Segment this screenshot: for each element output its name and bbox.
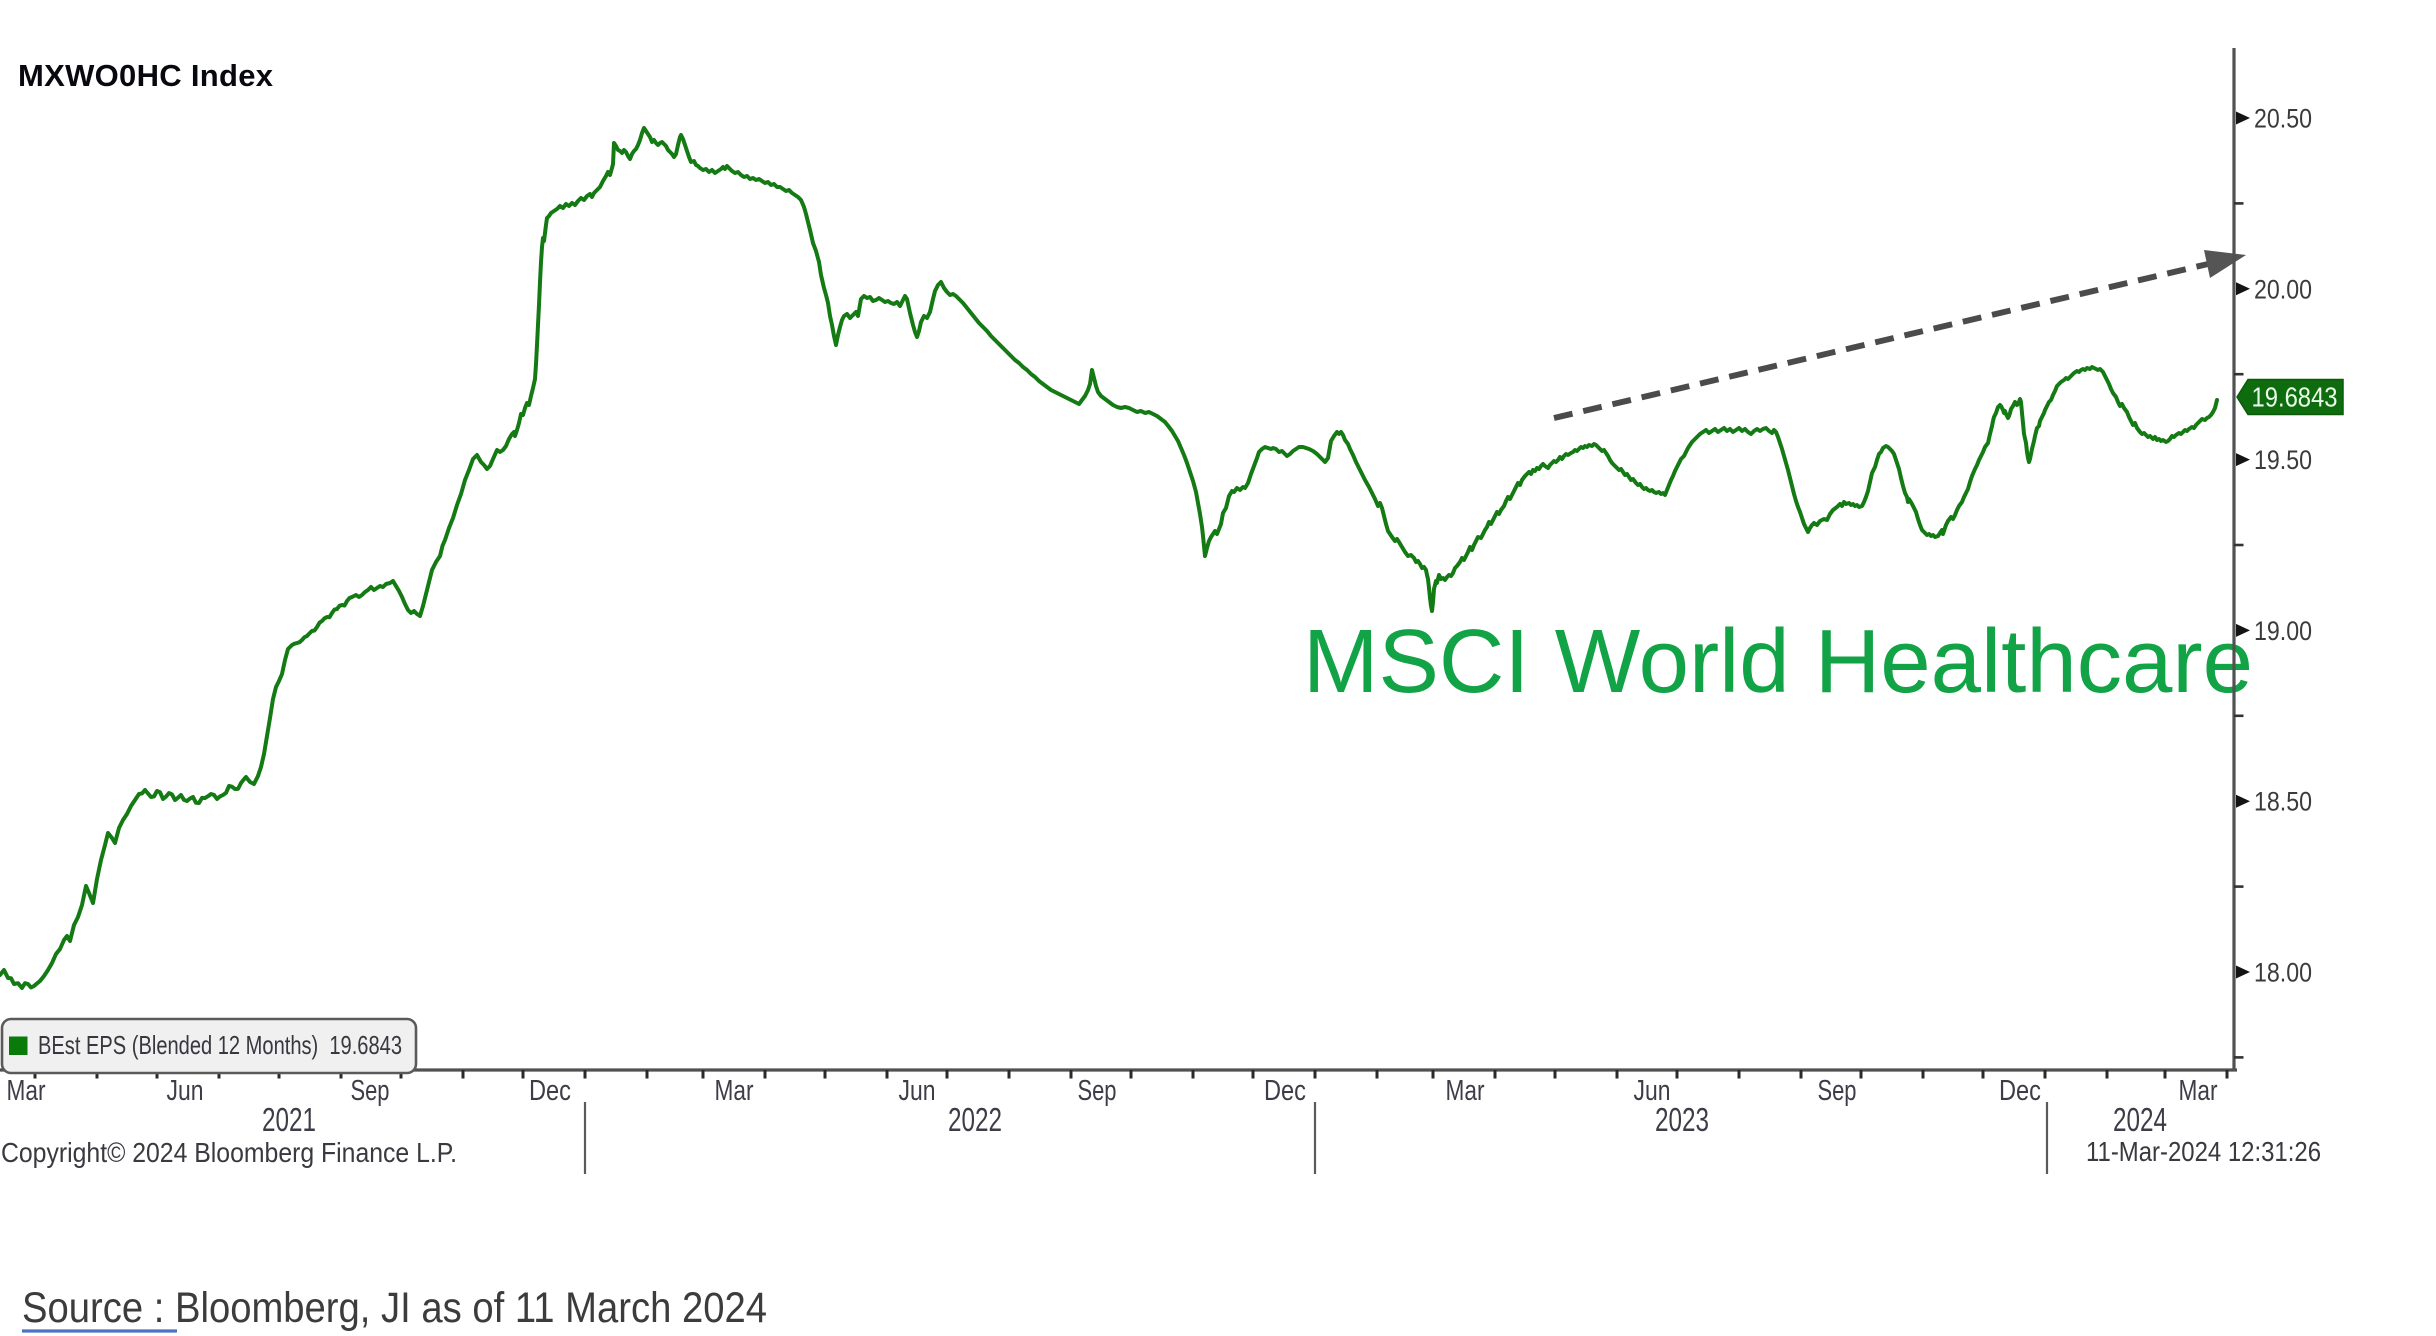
svg-text:19.50: 19.50 <box>2254 445 2312 475</box>
svg-text:Sep: Sep <box>1818 1075 1857 1107</box>
svg-text:Copyright© 2024 Bloomberg Fina: Copyright© 2024 Bloomberg Finance L.P. <box>1 1137 457 1168</box>
svg-text:2022: 2022 <box>948 1101 1002 1138</box>
svg-text:Sep: Sep <box>1078 1075 1117 1107</box>
svg-text:BEst EPS (Blended 12 Months): BEst EPS (Blended 12 Months) 19.6843 <box>38 1030 402 1060</box>
svg-text:MSCI World Healthcare: MSCI World Healthcare <box>1303 612 2253 712</box>
svg-text:Dec: Dec <box>1264 1075 1306 1107</box>
svg-text:Sep: Sep <box>351 1075 390 1107</box>
svg-text:2023: 2023 <box>1655 1101 1709 1138</box>
svg-text:18.00: 18.00 <box>2254 958 2312 988</box>
svg-text:2024: 2024 <box>2113 1101 2167 1138</box>
svg-text:Jun: Jun <box>1634 1075 1671 1107</box>
svg-text:Jun: Jun <box>899 1075 936 1107</box>
svg-text:Dec: Dec <box>529 1075 571 1107</box>
svg-text:Mar: Mar <box>1446 1075 1485 1107</box>
svg-text:18.50: 18.50 <box>2254 787 2312 817</box>
svg-text:20.50: 20.50 <box>2254 104 2312 134</box>
svg-text:Source : Bloomberg, JI as of 1: Source : Bloomberg, JI as of 11 March 20… <box>22 1284 767 1332</box>
svg-text:11-Mar-2024 12:31:26: 11-Mar-2024 12:31:26 <box>2086 1136 2321 1167</box>
svg-text:Dec: Dec <box>1999 1075 2041 1107</box>
svg-text:2021: 2021 <box>262 1101 316 1138</box>
svg-text:20.00: 20.00 <box>2254 274 2312 304</box>
svg-text:Jun: Jun <box>167 1075 204 1107</box>
svg-text:Mar: Mar <box>715 1075 754 1107</box>
svg-text:Mar: Mar <box>7 1075 46 1107</box>
svg-text:19.6843: 19.6843 <box>2252 382 2338 413</box>
svg-text:Mar: Mar <box>2179 1075 2218 1107</box>
svg-text:MXWO0HC Index: MXWO0HC Index <box>18 58 274 93</box>
svg-text:19.00: 19.00 <box>2254 616 2312 646</box>
